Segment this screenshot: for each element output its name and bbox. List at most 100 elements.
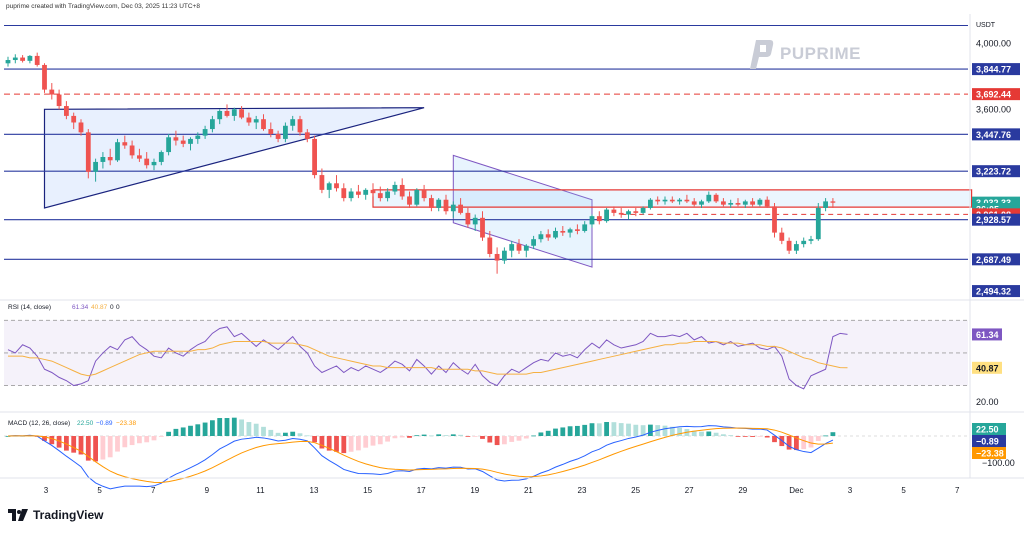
macd-histogram-bar — [246, 422, 252, 436]
price-tag-label: 3,223.72 — [976, 167, 1011, 177]
macd-histogram-bar — [764, 436, 770, 438]
candle-body — [399, 184, 405, 197]
macd-histogram-bar — [56, 436, 62, 448]
candle-body — [370, 189, 376, 194]
macd-pane: MACD (12, 26, close) 22.50 −0.89 −23.38 — [4, 417, 968, 490]
candle-body — [56, 94, 62, 107]
macd-histogram-bar — [129, 436, 135, 446]
macd-histogram-bar — [808, 436, 814, 448]
axes: USDT 4,000.00 3,600.00 3 5 7 9 11 13 15 17 19 21 23 25… — [0, 14, 1024, 495]
candle-body — [655, 199, 661, 202]
candle-body — [224, 110, 230, 116]
macd-histogram-bar — [596, 423, 602, 436]
candle-body — [582, 224, 588, 231]
macd-histogram-bar — [560, 427, 566, 436]
candle-body — [626, 211, 631, 215]
price-tag-label: 3,844.77 — [976, 65, 1011, 75]
candle-body — [443, 199, 449, 212]
macd-histogram-bar — [750, 436, 755, 437]
price-axis-unit: USDT — [976, 22, 996, 29]
candle-body — [261, 119, 266, 130]
candle-body — [363, 189, 369, 195]
macd-value-tag — [972, 435, 1006, 447]
macd-histogram-bar — [516, 436, 522, 441]
price-tags: 3,844.773,692.443,447.763,223.723,032.33… — [972, 63, 1020, 459]
tradingview-brand[interactable]: TradingView — [8, 508, 103, 522]
macd-histogram-bar — [217, 418, 223, 436]
macd-histogram-bar — [706, 431, 712, 436]
macd-line — [7, 425, 834, 490]
macd-histogram-bar — [180, 427, 186, 436]
macd-histogram-bar — [742, 436, 748, 437]
candle-body — [377, 193, 383, 199]
macd-histogram-bar — [158, 436, 164, 437]
candle-body — [830, 201, 836, 203]
price-tag-label: 3,692.44 — [976, 90, 1011, 100]
macd-histogram-bar — [589, 423, 595, 436]
macd-legend-value: 22.50 — [77, 420, 94, 427]
macd-histogram-bar — [458, 434, 463, 436]
macd-histogram-bar — [290, 431, 296, 436]
price-tag-label: 3,447.76 — [976, 130, 1011, 140]
candle-body — [20, 57, 25, 61]
rsi-axis-tick: 20.00 — [976, 397, 999, 407]
macd-histogram-bar — [662, 425, 668, 436]
candle-body — [5, 60, 11, 64]
time-axis-label: Dec — [789, 486, 803, 495]
candle-body — [684, 199, 690, 202]
macd-histogram-bar — [312, 436, 317, 443]
macd-histogram-bar — [538, 432, 544, 436]
candle-body — [421, 189, 427, 199]
candle-body — [180, 140, 186, 144]
price-tag-label: 2,687.49 — [976, 255, 1011, 265]
macd-histogram-bar — [115, 436, 120, 452]
candle-body — [166, 137, 171, 153]
candle-body — [304, 132, 310, 139]
candle-body — [677, 199, 682, 202]
candle-body — [531, 239, 536, 246]
puprime-watermark: PUPRIME — [748, 38, 861, 70]
macd-histogram-bar — [604, 422, 609, 436]
macd-value-tag-label: −0.89 — [976, 437, 999, 447]
macd-histogram-bar — [553, 428, 558, 436]
chart-header-caption: puprime created with TradingView.com, De… — [6, 3, 200, 10]
rsi-pane: RSI (14, close) 61.34 40.87 0 0 — [4, 304, 968, 390]
candle-body — [472, 217, 478, 225]
candle-body — [334, 183, 339, 189]
candle-body — [669, 199, 675, 202]
candle-body — [611, 209, 617, 213]
macd-histogram-bar — [575, 425, 580, 436]
candle-body — [560, 230, 566, 233]
candle-body — [392, 184, 398, 192]
candle-body — [429, 198, 434, 208]
macd-histogram-bar — [480, 436, 485, 439]
macd-histogram-bar — [794, 436, 799, 451]
macd-histogram-bar — [231, 417, 237, 436]
rsi-line — [7, 326, 848, 390]
macd-histogram-bar — [195, 424, 201, 436]
candle-body — [699, 201, 704, 205]
macd-histogram-bar — [677, 427, 682, 436]
candle-body — [545, 234, 551, 238]
macd-histogram-bar — [71, 436, 77, 453]
macd-histogram-bar — [691, 430, 697, 436]
macd-histogram-bar — [399, 436, 405, 438]
macd-histogram-bar — [713, 432, 719, 436]
macd-histogram-bar — [268, 429, 274, 436]
macd-histogram-bar — [786, 436, 792, 450]
macd-histogram-bar — [721, 434, 726, 436]
rsi-legend-value: 40.87 — [91, 304, 108, 311]
macd-histogram-bar — [757, 436, 763, 437]
time-axis-label: 3 — [848, 486, 853, 495]
macd-histogram-bar — [122, 436, 128, 448]
candle-body — [772, 206, 777, 233]
macd-histogram-bar — [582, 424, 588, 436]
candle-body — [202, 129, 208, 136]
candle-body — [750, 201, 755, 205]
candle-body — [217, 110, 223, 120]
macd-histogram-bar — [166, 431, 171, 436]
macd-histogram-bar — [363, 436, 369, 448]
macd-histogram-bar — [523, 436, 529, 439]
rsi-value-tag-label: 40.87 — [976, 363, 999, 373]
